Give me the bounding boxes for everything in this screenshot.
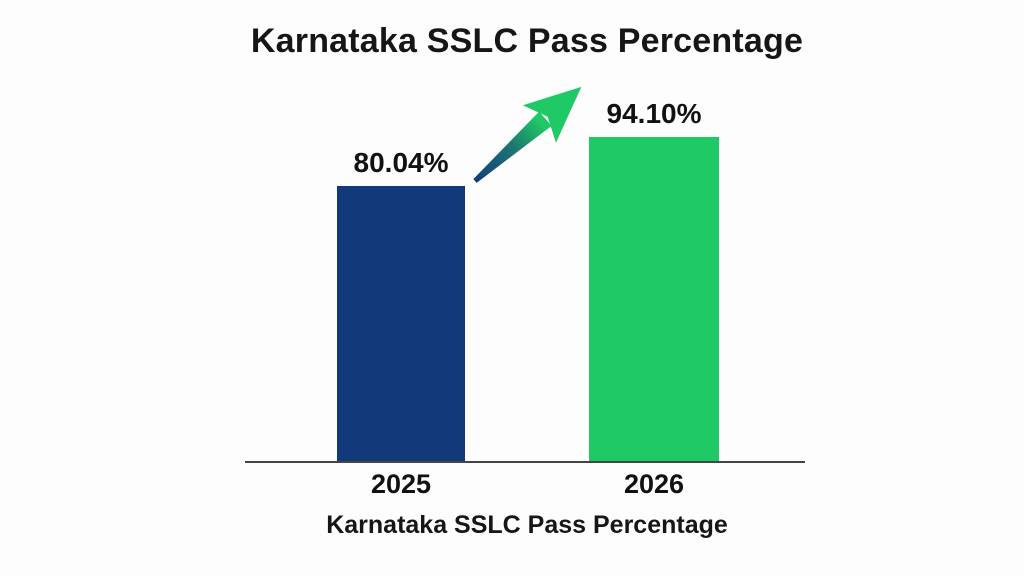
value-label-2025: 80.04% <box>353 147 449 179</box>
bar-group-2026: 94.10% <box>589 98 719 461</box>
chart-title: Karnataka SSLC Pass Percentage <box>250 22 804 60</box>
bar-2026 <box>589 137 719 461</box>
bar-2025 <box>337 186 465 461</box>
x-axis-line <box>245 461 805 463</box>
bar-group-2025: 80.04% <box>337 147 465 461</box>
trend-up-arrow-icon <box>473 86 582 183</box>
value-label-2026: 94.10% <box>606 98 702 130</box>
chart-caption: Karnataka SSLC Pass Percentage <box>326 511 728 539</box>
x-axis-label-2025: 2025 <box>370 469 432 499</box>
x-axis-label-2026: 2026 <box>623 469 685 499</box>
